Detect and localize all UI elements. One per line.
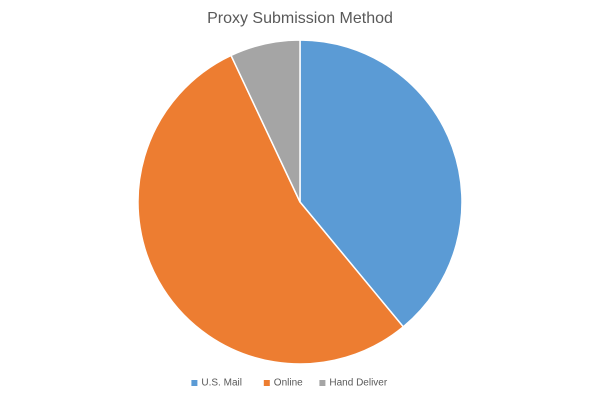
- legend-swatch: [191, 380, 198, 386]
- legend-label: U.S. Mail: [201, 378, 242, 389]
- chart-title: Proxy Submission Method: [207, 10, 393, 27]
- pie-slice: [299, 39, 463, 328]
- legend-swatch: [263, 380, 270, 386]
- pie-slice: [137, 54, 405, 365]
- legend-label: Online: [274, 378, 303, 389]
- legend-swatch: [319, 380, 326, 386]
- legend-label: Hand Deliver: [329, 378, 387, 389]
- pie-slice: [230, 39, 301, 203]
